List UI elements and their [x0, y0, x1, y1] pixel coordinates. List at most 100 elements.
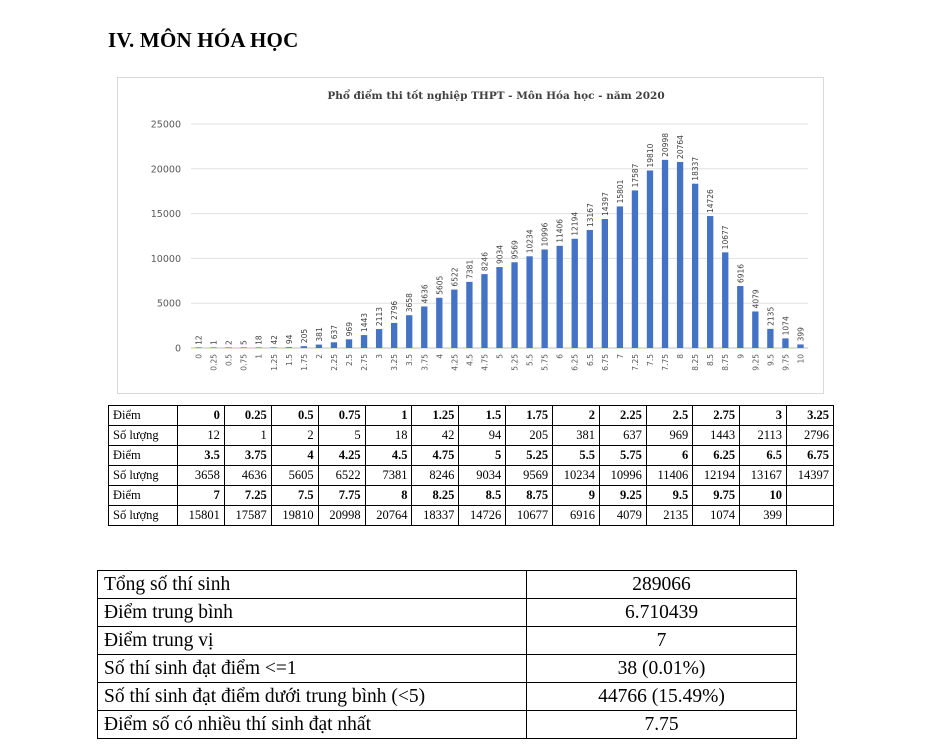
data-label: 9034 [496, 245, 505, 264]
data-label: 10996 [541, 222, 550, 246]
stat-value: 289066 [526, 570, 797, 599]
x-tick-label: 1.75 [300, 354, 309, 371]
bar [240, 347, 247, 348]
count-cell: 5 [317, 425, 366, 446]
count-cell: 12194 [692, 465, 741, 486]
x-tick-label: 8 [676, 354, 685, 359]
bar [767, 328, 774, 348]
x-tick-label: 6 [556, 354, 565, 359]
data-label: 2796 [390, 301, 399, 320]
score-cell: 0.75 [317, 405, 366, 426]
y-tick-label: 25000 [151, 120, 181, 131]
stat-label: Điểm số có nhiều thí sinh đạt nhất [97, 710, 527, 739]
data-label: 2113 [375, 307, 384, 326]
x-tick-label: 7.25 [631, 354, 640, 371]
score-cell: 5 [458, 445, 507, 466]
count-cell: 94 [458, 425, 507, 446]
count-cell: 7381 [364, 465, 413, 486]
score-cell: 0 [177, 405, 225, 426]
count-cell: 10234 [552, 465, 601, 486]
score-cell: 6.5 [739, 445, 788, 466]
data-label: 11406 [556, 219, 565, 243]
score-cell: 7.5 [270, 485, 319, 506]
score-cell: 3.25 [786, 405, 834, 426]
bar [360, 335, 368, 348]
bar [797, 344, 804, 348]
bar [616, 206, 624, 348]
score-cell: 6.25 [692, 445, 741, 466]
chart-container: Phổ điểm thi tốt nghiệp THPT - Môn Hóa h… [117, 77, 824, 394]
score-cell: 3 [739, 405, 788, 426]
bar [541, 249, 548, 348]
count-cell: 6522 [317, 465, 366, 486]
score-cell: 4.75 [411, 445, 460, 466]
data-label: 14726 [706, 189, 715, 213]
data-label: 17587 [631, 163, 640, 187]
score-cell: 0.5 [270, 405, 319, 426]
score-cell: 9.75 [692, 485, 741, 506]
data-label: 19810 [646, 143, 655, 167]
bar [451, 289, 458, 348]
bar [436, 297, 443, 348]
score-cell: 4.5 [364, 445, 413, 466]
x-tick-label: 1.5 [285, 354, 294, 366]
score-row: Điểm 0 0.25 0.5 0.75 1 1.25 1.5 1.75 2 2.25 2.5 2.75… [108, 405, 834, 426]
count-cell: 2135 [645, 505, 694, 526]
count-cell: 14397 [786, 465, 834, 486]
data-label: 4636 [420, 284, 429, 303]
x-tick-label: 2.25 [330, 354, 339, 371]
stat-label: Tổng số thí sinh [97, 570, 527, 599]
bar [466, 281, 473, 348]
count-cell: 10677 [505, 505, 554, 526]
stat-row: Điểm trung bình 6.710439 [97, 598, 797, 627]
data-label: 94 [285, 334, 294, 344]
stat-row: Số thí sinh đạt điểm dưới trung bình (<5… [97, 682, 797, 711]
count-cell: 1443 [692, 425, 741, 446]
data-label: 7381 [465, 260, 474, 279]
score-cell: 5.25 [505, 445, 554, 466]
stat-row: Điểm số có nhiều thí sinh đạt nhất 7.75 [97, 710, 797, 739]
section-heading: IV. MÔN HÓA HỌC [108, 28, 299, 52]
score-cell: 9.25 [599, 485, 647, 506]
x-tick-label: 3 [375, 354, 384, 359]
stat-label: Số thí sinh đạt điểm dưới trung bình (<5… [97, 682, 527, 711]
bar [330, 342, 338, 348]
bar [661, 159, 669, 348]
count-cell: 19810 [270, 505, 319, 526]
score-cell: 1 [364, 405, 413, 426]
score-row: Điểm 7 7.25 7.5 7.75 8 8.25 8.5 8.75 9 9.25 9.5 9.75… [108, 485, 834, 506]
count-cell: 3658 [177, 465, 225, 486]
count-cell: 13167 [739, 465, 788, 486]
y-tick-label: 10000 [151, 254, 181, 265]
x-tick-label: 4.75 [480, 354, 489, 371]
bar [481, 274, 488, 348]
x-tick-label: 9 [736, 354, 745, 359]
data-label: 20998 [661, 133, 670, 157]
count-cell: 1 [223, 425, 272, 446]
x-tick-label: 2.5 [345, 354, 354, 366]
bar [195, 347, 202, 348]
x-tick-label: 9.75 [781, 354, 790, 371]
count-cell [786, 505, 834, 526]
data-label: 42 [270, 335, 279, 345]
count-cell: 20998 [317, 505, 366, 526]
count-row-label: Số lượng [108, 505, 178, 526]
score-cell: 8.25 [411, 485, 460, 506]
data-label: 205 [300, 329, 309, 344]
data-label: 12194 [571, 212, 580, 236]
score-cell: 8 [364, 485, 413, 506]
count-cell: 9034 [458, 465, 507, 486]
x-tick-label: 1.25 [270, 354, 279, 371]
x-tick-label: 8.75 [721, 354, 730, 371]
x-tick-label: 9.25 [751, 354, 760, 371]
count-cell: 18337 [411, 505, 460, 526]
score-row-label: Điểm [108, 485, 178, 506]
count-row-label: Số lượng [108, 425, 178, 446]
stat-row: Tổng số thí sinh 289066 [97, 570, 797, 599]
data-label: 6916 [736, 264, 745, 283]
count-cell: 2 [270, 425, 319, 446]
stat-value: 7.75 [526, 710, 797, 739]
count-row: Số lượng 3658 4636 5605 6522 7381 8246 9034 9569… [108, 465, 834, 486]
bar [782, 338, 789, 348]
count-cell: 10996 [599, 465, 647, 486]
